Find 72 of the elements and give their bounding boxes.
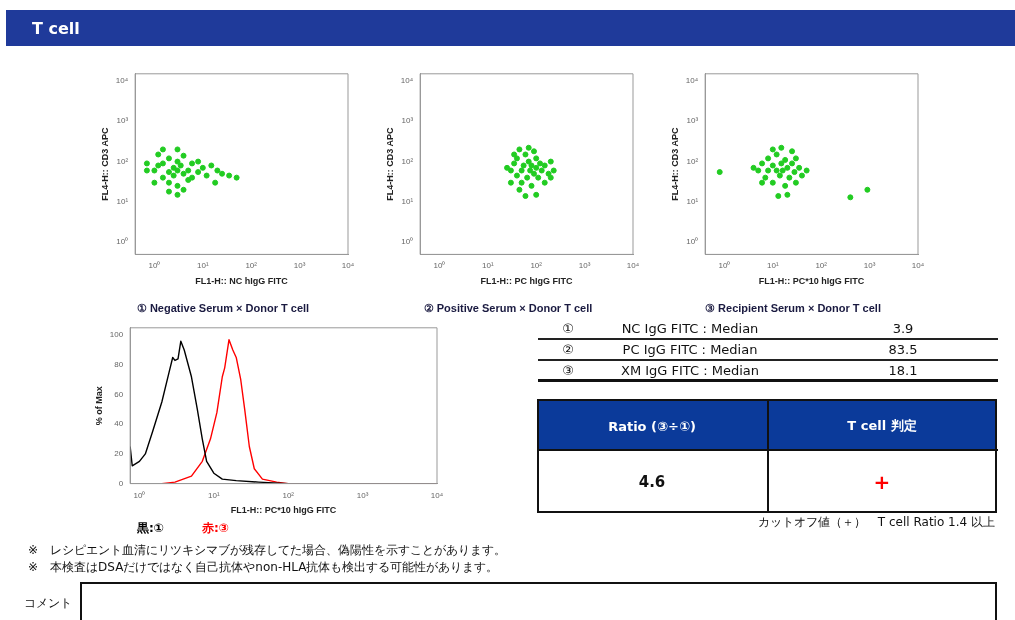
text: 3.9 bbox=[892, 320, 914, 336]
text: ① Negative Serum × Donor T cell bbox=[136, 302, 310, 315]
text: ② bbox=[562, 341, 574, 357]
x-tick-label: 10⁴ bbox=[911, 261, 925, 271]
y-tick-label: 0 bbox=[118, 478, 124, 488]
x-tick-label: 10⁴ bbox=[341, 261, 355, 271]
text: XM IgG FITC : Median bbox=[620, 362, 760, 378]
text: 83.5 bbox=[888, 341, 918, 357]
x-tick-label: 10⁰ bbox=[133, 490, 146, 500]
x-tick-label: 10⁰ bbox=[433, 261, 446, 271]
x-tick-label: 10⁰ bbox=[148, 261, 161, 271]
text: ① bbox=[562, 320, 574, 336]
y-tick-label: 10² bbox=[116, 156, 129, 166]
y-tick-label: 10³ bbox=[401, 116, 414, 126]
x-tick-label: 10¹ bbox=[197, 261, 209, 271]
y-tick-label: 10⁰ bbox=[686, 237, 699, 247]
text: ※ 本検査はDSAだけではなく自己抗体やnon-HLA抗体も検出する可能性があります。 bbox=[28, 558, 499, 576]
text: カットオフ値（＋） T cell Ratio 1.4 以上 bbox=[757, 513, 995, 531]
text: 赤:③ bbox=[202, 520, 229, 537]
x-tick-label: 10² bbox=[245, 261, 258, 271]
text: 黒:① bbox=[137, 520, 164, 537]
y-axis-title: FL4-H:: CD3 APC bbox=[669, 127, 680, 201]
y-tick-label: 10⁰ bbox=[116, 237, 129, 247]
x-tick-label: 10¹ bbox=[767, 261, 779, 271]
text: + bbox=[873, 470, 891, 494]
y-axis-title: FL4-H:: CD3 APC bbox=[99, 127, 110, 201]
y-tick-label: 80 bbox=[114, 360, 124, 370]
y-tick-label: 100 bbox=[109, 330, 124, 340]
y-axis-title: % of Max bbox=[93, 386, 104, 426]
y-tick-label: 10³ bbox=[116, 116, 129, 126]
text: Ratio (③÷①) bbox=[608, 418, 696, 434]
x-axis-title: FL1-H:: NC hIgG FITC bbox=[195, 275, 289, 286]
y-tick-label: 10¹ bbox=[116, 197, 129, 207]
y-tick-label: 40 bbox=[114, 419, 124, 429]
text: ※ レシピエント血清にリツキシマブが残存してた場合、偽陽性を示すことがあります。 bbox=[28, 541, 507, 559]
text: PC IgG FITC : Median bbox=[622, 341, 758, 357]
y-tick-label: 10¹ bbox=[686, 197, 699, 207]
y-tick-label: 20 bbox=[114, 449, 124, 459]
y-tick-label: 10³ bbox=[686, 116, 699, 126]
y-tick-label: 10⁰ bbox=[401, 237, 414, 247]
x-tick-label: 10³ bbox=[578, 261, 591, 271]
text: 4.6 bbox=[638, 473, 666, 491]
text: T cell 判定 bbox=[847, 417, 917, 435]
text: T cell bbox=[32, 19, 80, 38]
text: 18.1 bbox=[888, 362, 918, 378]
text: ② Positive Serum × Donor T cell bbox=[423, 302, 593, 315]
x-tick-label: 10⁰ bbox=[718, 261, 731, 271]
x-tick-label: 10³ bbox=[293, 261, 306, 271]
x-tick-label: 10³ bbox=[356, 490, 369, 500]
x-tick-label: 10⁴ bbox=[626, 261, 640, 271]
x-tick-label: 10² bbox=[815, 261, 828, 271]
y-tick-label: 10⁴ bbox=[400, 76, 414, 86]
x-tick-label: 10¹ bbox=[208, 490, 220, 500]
y-tick-label: 10² bbox=[401, 156, 414, 166]
y-tick-label: 10² bbox=[686, 156, 699, 166]
x-axis-title: FL1-H:: PC hIgG FITC bbox=[480, 275, 574, 286]
x-tick-label: 10⁴ bbox=[430, 490, 444, 500]
x-tick-label: 10³ bbox=[863, 261, 876, 271]
y-tick-label: 10¹ bbox=[401, 197, 414, 207]
y-tick-label: 60 bbox=[114, 389, 124, 399]
x-axis-title: FL1-H:: PC*10 hIgG FITC bbox=[758, 275, 865, 286]
text: コメント bbox=[24, 594, 72, 612]
text: ③ bbox=[562, 362, 574, 378]
x-tick-label: 10² bbox=[530, 261, 543, 271]
x-axis-title: FL1-H:: PC*10 hIgG FITC bbox=[230, 505, 337, 516]
x-tick-label: 10² bbox=[282, 490, 295, 500]
x-tick-label: 10¹ bbox=[482, 261, 494, 271]
y-tick-label: 10⁴ bbox=[115, 76, 129, 86]
y-axis-title: FL4-H:: CD3 APC bbox=[384, 127, 395, 201]
y-tick-label: 10⁴ bbox=[685, 76, 699, 86]
text: NC IgG FITC : Median bbox=[621, 320, 759, 336]
text: ③ Recipient Serum × Donor T cell bbox=[705, 302, 881, 315]
